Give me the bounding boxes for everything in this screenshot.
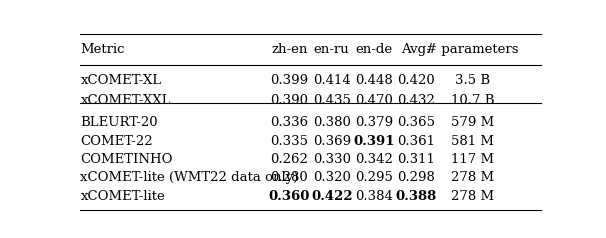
Text: 117 M: 117 M xyxy=(451,153,494,166)
Text: en-de: en-de xyxy=(355,43,393,56)
Text: 0.448: 0.448 xyxy=(355,74,393,87)
Text: 579 M: 579 M xyxy=(451,115,494,129)
Text: Avg.: Avg. xyxy=(402,43,431,56)
Text: 0.390: 0.390 xyxy=(270,94,308,107)
Text: xCOMET-XXL: xCOMET-XXL xyxy=(81,94,171,107)
Text: 0.470: 0.470 xyxy=(355,94,393,107)
Text: 278 M: 278 M xyxy=(451,190,494,203)
Text: 0.380: 0.380 xyxy=(313,115,351,129)
Text: 0.435: 0.435 xyxy=(313,94,351,107)
Text: # parameters: # parameters xyxy=(427,43,519,56)
Text: 0.399: 0.399 xyxy=(270,74,308,87)
Text: en-ru: en-ru xyxy=(314,43,350,56)
Text: 0.360: 0.360 xyxy=(268,190,310,203)
Text: 0.432: 0.432 xyxy=(398,94,435,107)
Text: Metric: Metric xyxy=(81,43,125,56)
Text: 278 M: 278 M xyxy=(451,171,494,184)
Text: 0.336: 0.336 xyxy=(270,115,308,129)
Text: 0.342: 0.342 xyxy=(355,153,393,166)
Text: 0.262: 0.262 xyxy=(270,153,308,166)
Text: xCOMET-XL: xCOMET-XL xyxy=(81,74,162,87)
Text: zh-en: zh-en xyxy=(271,43,308,56)
Text: 0.361: 0.361 xyxy=(398,135,435,148)
Text: 0.298: 0.298 xyxy=(398,171,435,184)
Text: 0.365: 0.365 xyxy=(398,115,435,129)
Text: xCOMET-lite (WMT22 data only): xCOMET-lite (WMT22 data only) xyxy=(81,171,299,184)
Text: 0.379: 0.379 xyxy=(355,115,393,129)
Text: 3.5 B: 3.5 B xyxy=(455,74,490,87)
Text: 0.330: 0.330 xyxy=(313,153,351,166)
Text: 0.391: 0.391 xyxy=(353,135,395,148)
Text: 0.335: 0.335 xyxy=(270,135,308,148)
Text: 0.384: 0.384 xyxy=(355,190,393,203)
Text: COMET-22: COMET-22 xyxy=(81,135,153,148)
Text: 0.388: 0.388 xyxy=(396,190,437,203)
Text: xCOMET-lite: xCOMET-lite xyxy=(81,190,165,203)
Text: 0.280: 0.280 xyxy=(270,171,308,184)
Text: 0.295: 0.295 xyxy=(355,171,393,184)
Text: 10.7 B: 10.7 B xyxy=(451,94,494,107)
Text: 0.320: 0.320 xyxy=(313,171,351,184)
Text: BLEURT-20: BLEURT-20 xyxy=(81,115,158,129)
Text: 581 M: 581 M xyxy=(451,135,494,148)
Text: COMETINHO: COMETINHO xyxy=(81,153,173,166)
Text: 0.422: 0.422 xyxy=(311,190,353,203)
Text: 0.414: 0.414 xyxy=(313,74,351,87)
Text: 0.369: 0.369 xyxy=(313,135,351,148)
Text: 0.311: 0.311 xyxy=(398,153,435,166)
Text: 0.420: 0.420 xyxy=(398,74,435,87)
